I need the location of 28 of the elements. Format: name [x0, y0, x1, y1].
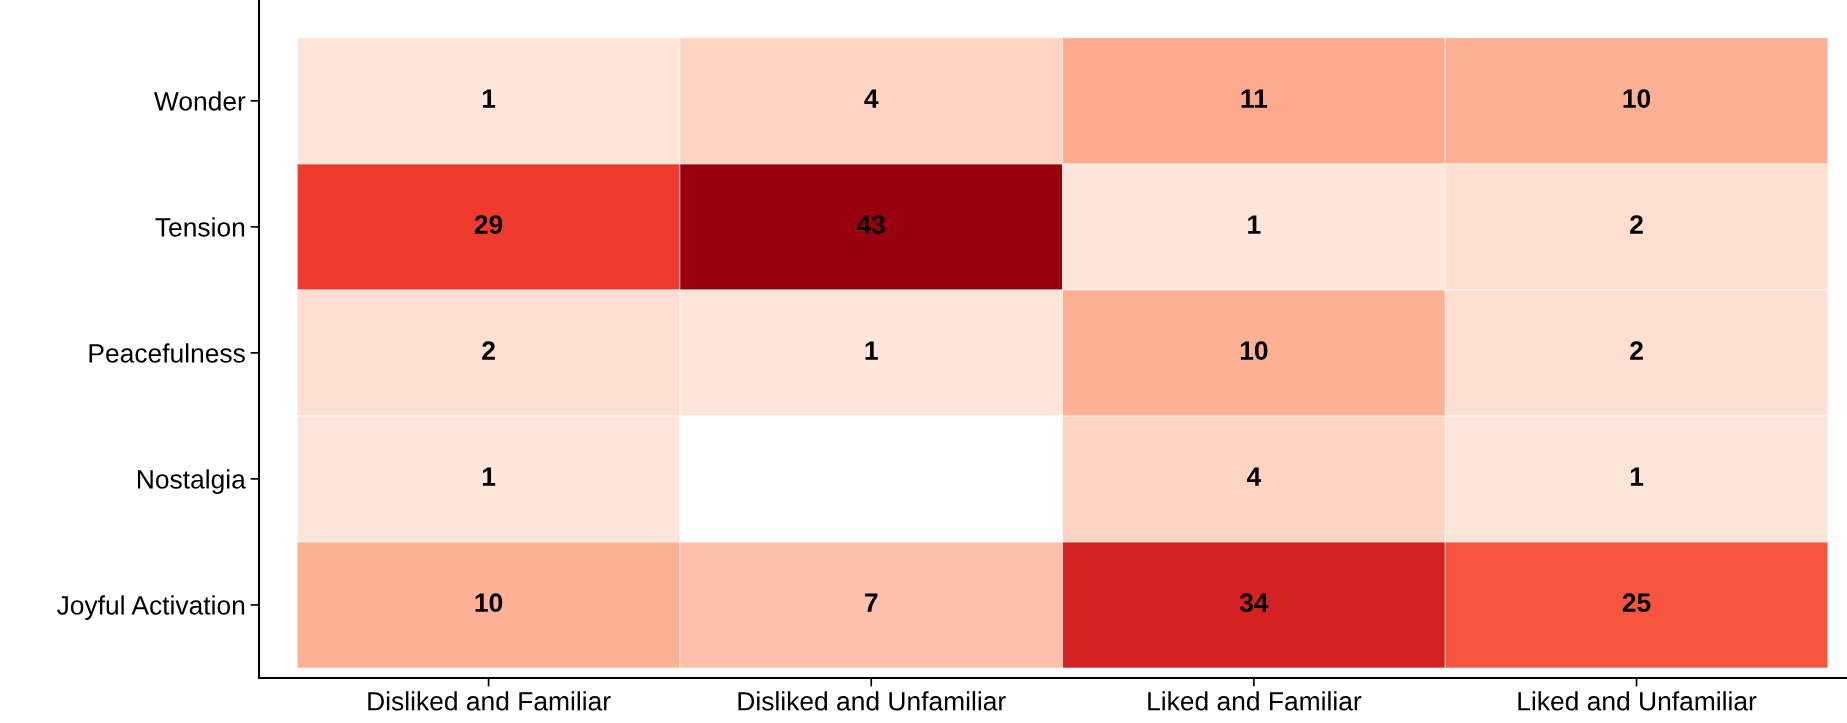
data-label: 2: [1630, 215, 1643, 234]
data-label: 1: [482, 89, 496, 108]
x-tick-label: Liked and Familiar: [1148, 691, 1362, 711]
y-tick-label: Peacefulness: [89, 343, 245, 363]
data-label: 43: [856, 215, 885, 234]
y-tick-label: Wonder: [153, 91, 246, 111]
data-label: 1: [1630, 467, 1644, 486]
data-label: 2: [1630, 341, 1643, 360]
y-tick-label: Joyful Activation: [57, 595, 245, 620]
data-label: 25: [1622, 593, 1651, 612]
data-label: 4: [1246, 467, 1262, 486]
data-label: 34: [1239, 593, 1269, 613]
data-label: 1: [1248, 215, 1261, 234]
y-tick-label: Nostalgia: [137, 469, 246, 494]
data-label: 29: [474, 215, 503, 234]
data-label: 1: [482, 467, 496, 486]
data-label: 4: [864, 89, 879, 108]
data-label: 11: [1241, 89, 1268, 108]
x-tick-label: Disliked and Familiar: [368, 691, 611, 711]
data-label: 7: [865, 593, 878, 612]
x-tick-label: Disliked and Unfamiliar: [738, 691, 1006, 711]
data-label: 10: [475, 593, 503, 612]
x-tick-label: Liked and Unfamiliar: [1518, 691, 1757, 711]
y-tick-label: Tension: [155, 217, 245, 237]
data-label: 2: [482, 341, 495, 360]
data-label: 10: [1623, 89, 1651, 108]
data-label: 10: [1240, 341, 1268, 360]
data-label: 1: [865, 341, 878, 360]
